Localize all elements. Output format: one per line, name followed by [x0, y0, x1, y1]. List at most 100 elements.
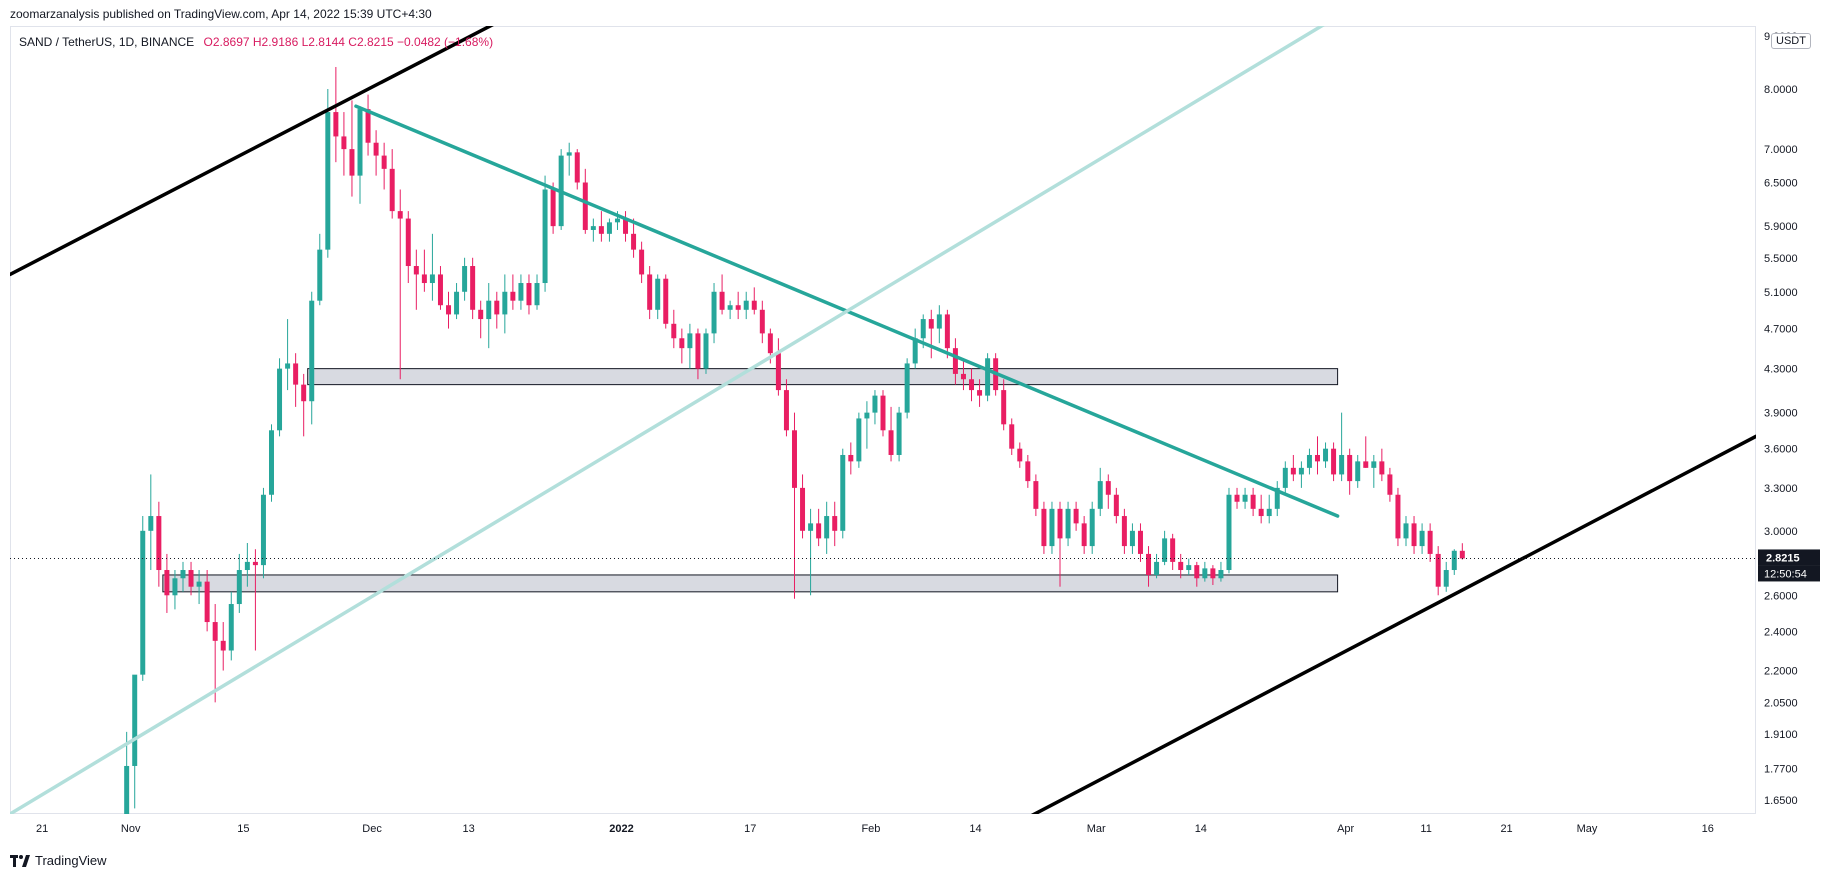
price-tick-label: 2.6000 [1764, 590, 1798, 602]
candle [598, 211, 604, 242]
candle-body [349, 149, 355, 176]
price-tick-label: 4.3000 [1764, 364, 1798, 376]
candle [671, 309, 677, 349]
light-teal-channel-line [10, 26, 1325, 814]
last-price-label-bg [1758, 549, 1820, 566]
candle-body [244, 561, 250, 571]
candle [180, 561, 186, 592]
candle-body [614, 218, 620, 223]
candle-body [1427, 530, 1433, 554]
candle [156, 501, 162, 587]
candle [623, 211, 629, 242]
candle [486, 283, 492, 349]
candle-body [743, 300, 749, 310]
candle-body [1178, 561, 1184, 571]
candle-body [309, 300, 315, 402]
candle [1065, 501, 1071, 547]
candle-body [285, 363, 291, 369]
candle-body [478, 309, 484, 320]
candle [775, 338, 781, 396]
candle [454, 283, 460, 320]
time-tick-label: 11 [1420, 823, 1431, 835]
candle [277, 358, 283, 437]
candle [1355, 454, 1361, 488]
trendlines-layer [10, 26, 1756, 814]
candle-body [783, 390, 789, 431]
candle [840, 448, 846, 539]
candle-body [719, 291, 725, 310]
footer-brand[interactable]: TradingView [10, 853, 107, 868]
candle [333, 66, 339, 163]
candle-body [1459, 550, 1465, 559]
candle [341, 112, 347, 176]
candle-body [148, 516, 154, 531]
candle-body [759, 309, 765, 334]
candle-body [1451, 550, 1457, 571]
candle [293, 353, 299, 407]
price-tick-label: 6.5000 [1764, 178, 1798, 190]
candle-body [800, 487, 806, 531]
chart-frame [10, 26, 1756, 814]
candle [421, 249, 427, 292]
candle [904, 358, 910, 419]
candle-body [518, 283, 524, 301]
brand-name: TradingView [35, 853, 107, 868]
candle [510, 274, 516, 310]
candle [655, 274, 661, 320]
time-tick-label: Nov [121, 823, 141, 835]
currency-badge[interactable]: USDT [1771, 33, 1811, 49]
candle-body [598, 226, 604, 234]
candle [944, 309, 950, 359]
candle-body [1290, 467, 1296, 475]
candle [1154, 553, 1160, 579]
candle-body [1001, 390, 1007, 425]
candle [381, 142, 387, 190]
candle [1427, 523, 1433, 562]
candle [446, 291, 452, 329]
time-tick-label: 14 [969, 823, 981, 835]
time-tick-label: 14 [1195, 823, 1207, 835]
candle [711, 283, 717, 344]
candle-body [848, 454, 854, 462]
candle-body [1186, 565, 1192, 571]
candle [494, 291, 500, 329]
candle-body [1274, 487, 1280, 509]
candle-body [534, 283, 540, 306]
candle-body [1049, 508, 1055, 547]
candle [1387, 467, 1393, 502]
candle-body [880, 395, 886, 431]
candle [132, 674, 138, 809]
candle-body [437, 274, 443, 306]
time-tick-label: Dec [362, 823, 382, 835]
candle [325, 88, 331, 258]
candle-body [220, 640, 226, 651]
candle-body [462, 266, 468, 292]
candle [1146, 546, 1152, 587]
candle-body [1331, 448, 1337, 475]
candle-body [494, 300, 500, 315]
candle [743, 291, 749, 320]
candle-body [767, 333, 773, 354]
candle [888, 406, 894, 462]
candle [470, 257, 476, 320]
countdown-label: 12:50:54 [1764, 568, 1807, 580]
candle-body [405, 218, 411, 267]
symbol-legend: SAND / TetherUS, 1D, BINANCE O2.8697 H2.… [19, 35, 493, 49]
candle [960, 358, 966, 391]
candle-body [212, 622, 218, 641]
candle [1113, 487, 1119, 524]
price-tick-label: 3.9000 [1764, 408, 1798, 420]
candle [301, 373, 307, 437]
candle [735, 291, 741, 320]
candle-body [132, 674, 138, 766]
candle [309, 291, 315, 425]
candle-body [944, 314, 950, 349]
candle-body [526, 283, 532, 306]
candle [574, 149, 580, 190]
candle [389, 149, 395, 219]
candle [349, 100, 355, 197]
price-tick-label: 5.9000 [1764, 221, 1798, 233]
candle-body [606, 222, 612, 234]
candle [204, 570, 210, 632]
